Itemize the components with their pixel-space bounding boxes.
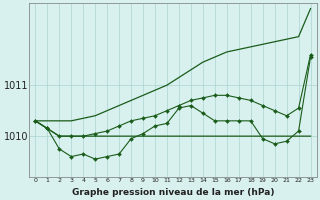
X-axis label: Graphe pression niveau de la mer (hPa): Graphe pression niveau de la mer (hPa)	[72, 188, 274, 197]
